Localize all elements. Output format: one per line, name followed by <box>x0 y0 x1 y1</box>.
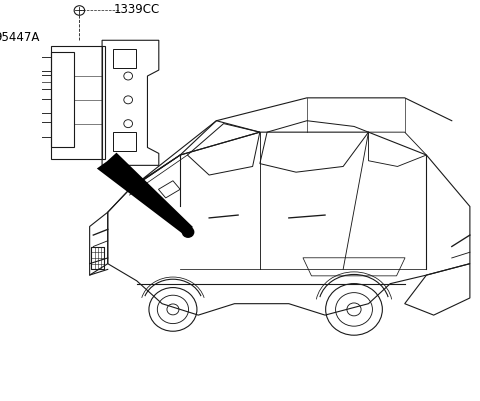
Text: 95447A: 95447A <box>0 31 40 44</box>
Text: 1339CC: 1339CC <box>113 3 160 16</box>
Circle shape <box>182 227 194 238</box>
Polygon shape <box>97 153 193 235</box>
